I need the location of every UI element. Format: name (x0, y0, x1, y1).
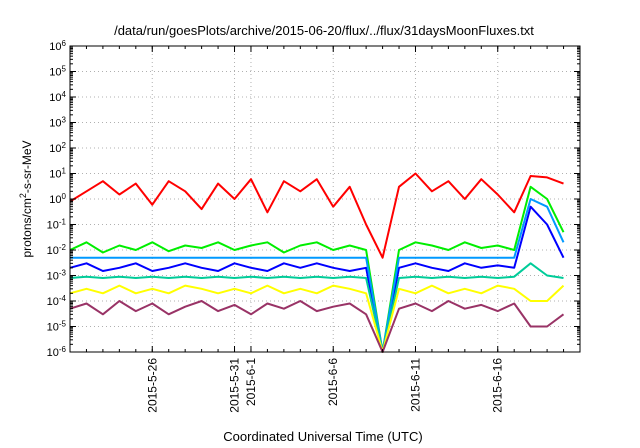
y-tick-label: 10-4 (47, 294, 67, 309)
series-line-2 (69, 185, 565, 353)
y-tick-label: 10-5 (47, 319, 67, 334)
y-tick-label: 103 (49, 115, 66, 130)
series-line-6 (69, 284, 565, 353)
x-tick-label: 2015-6-16 (491, 358, 505, 413)
x-tick-label: 2015-6-6 (326, 358, 340, 406)
series-group (69, 172, 565, 353)
y-tick-label: 10-2 (47, 243, 67, 258)
y-tick-label: 106 (49, 39, 66, 54)
x-axis-label: Coordinated Universal Time (UTC) (223, 429, 422, 444)
y-tick-label: 101 (49, 166, 66, 181)
x-tick-label: 2015-5-26 (145, 358, 159, 413)
y-tick-label: 102 (49, 141, 66, 156)
y-tick-label: 104 (49, 90, 66, 105)
y-tick-label: 10-3 (47, 268, 67, 283)
series-line-5 (69, 262, 564, 353)
series-line-1 (69, 172, 564, 259)
y-tick-label: 10-1 (47, 217, 67, 232)
series-line-4 (70, 198, 565, 353)
x-tick-label: 2015-6-11 (408, 358, 422, 412)
y-axis: 10-6 10-5 10-4 10-3 10-2 10-1 100 101 102 103 104 1… (47, 39, 580, 360)
series-line-3 (69, 205, 565, 353)
y-tick-label: 105 (49, 64, 66, 79)
x-axis: 2015-5-26 2015-5-31 2015-6-1 2015-6-6 2015-6… (69, 46, 581, 413)
y-tick-label: 10-6 (47, 345, 67, 360)
y-tick-label: 100 (49, 192, 66, 207)
x-tick-label: 2015-5-31 (228, 358, 242, 413)
series-line-7 (69, 300, 565, 353)
chart-title: /data/run/goesPlots/archive/2015-06-20/f… (114, 23, 534, 38)
y-axis-label: protons/cm2-s-sr-MeV (18, 140, 34, 257)
x-tick-label: 2015-6-1 (244, 358, 258, 406)
